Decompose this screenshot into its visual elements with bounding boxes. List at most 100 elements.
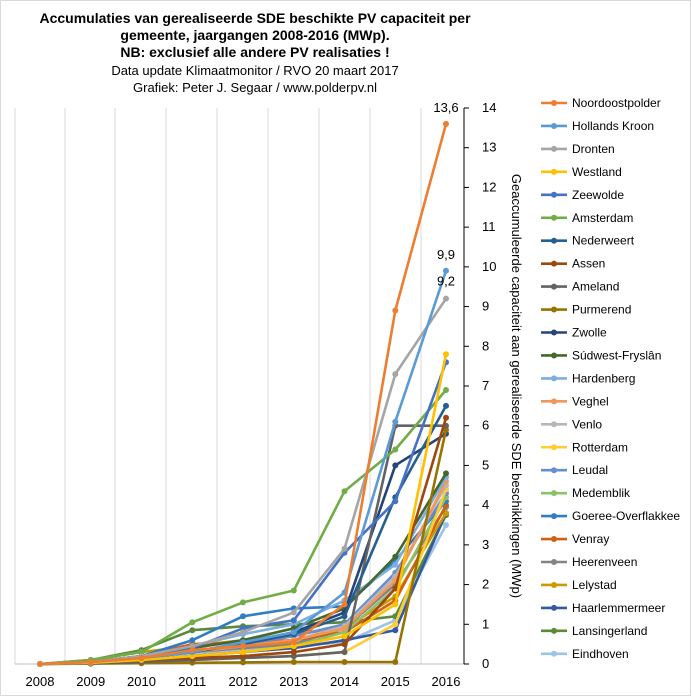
y-tick-label: 2 (482, 577, 489, 592)
legend-item: Westland (541, 165, 622, 179)
data-point (443, 295, 449, 302)
legend-label: Haarlemmermeer (572, 601, 665, 615)
chart-title-line-1: Accumulaties van gerealiseerde SDE besch… (39, 10, 471, 26)
data-point (189, 637, 196, 644)
data-point (341, 649, 348, 656)
legend-label: Heerenveen (572, 555, 637, 569)
legend-label: Eindhoven (572, 647, 629, 661)
legend-marker (551, 191, 557, 198)
legend-item: Veghel (541, 394, 609, 408)
data-point (189, 647, 196, 654)
legend-label: Medemblik (572, 486, 631, 500)
legend-label: Noordoostpolder (572, 96, 661, 110)
data-point (290, 609, 297, 616)
chart-subtitle-line-1: Data update Klimaatmonitor / RVO 20 maar… (111, 63, 398, 78)
data-point (443, 522, 449, 528)
legend-item: Lelystad (541, 578, 617, 592)
data-point (341, 488, 348, 495)
legend-marker (551, 581, 557, 588)
data-point (392, 601, 399, 608)
y-tick-label: 14 (482, 100, 496, 115)
data-point (240, 659, 246, 666)
data-point (392, 462, 399, 469)
legend-label: Zeewolde (572, 188, 624, 202)
data-point (341, 633, 348, 640)
x-tick-label: 2011 (178, 674, 206, 689)
data-point (443, 414, 449, 421)
data-point (240, 649, 246, 656)
data-point (341, 659, 348, 665)
legend-label: Ameland (572, 280, 619, 294)
legend-marker (551, 375, 557, 382)
data-point (392, 446, 399, 453)
data-point (443, 351, 449, 358)
data-point (290, 617, 297, 624)
data-point (37, 661, 43, 667)
legend-label: Veghel (572, 394, 609, 408)
x-tick-label: 2015 (381, 674, 410, 689)
legend-item: Goeree-Overflakkee (541, 509, 680, 523)
legend-label: Súdwest-Fryslân (572, 348, 661, 362)
legend-marker (551, 536, 557, 543)
data-point (240, 599, 246, 606)
legend-item: Rotterdam (541, 440, 628, 454)
legend-item: Eindhoven (541, 647, 629, 661)
x-tick-label: 2016 (432, 674, 461, 689)
legend-item: Dronten (541, 142, 615, 156)
data-point (189, 627, 196, 634)
data-point (392, 659, 399, 665)
data-point (392, 585, 399, 592)
y-tick-label: 13 (482, 140, 496, 155)
legend-marker (551, 237, 557, 244)
legend-marker (551, 398, 557, 405)
legend-item: Amsterdam (541, 211, 633, 225)
legend-item: Hardenberg (541, 371, 635, 385)
legend-marker (551, 168, 557, 175)
legend-marker (551, 467, 557, 474)
legend-marker (551, 214, 557, 221)
y-tick-label: 5 (482, 457, 489, 472)
legend-label: Nederweert (572, 234, 635, 248)
legend-marker (551, 444, 557, 451)
legend-item: Venray (541, 532, 609, 546)
data-point (341, 613, 348, 620)
x-tick-label: 2009 (76, 674, 105, 689)
y-tick-label: 3 (482, 537, 489, 552)
data-point (443, 387, 449, 393)
legend-item: Súdwest-Fryslân (541, 348, 661, 362)
legend-marker (551, 329, 557, 336)
data-point (443, 120, 449, 127)
legend-marker (551, 283, 557, 290)
data-point (392, 498, 399, 505)
legend-marker (551, 306, 557, 313)
y-tick-label: 12 (482, 179, 496, 194)
legend-label: Zwolle (572, 326, 607, 340)
legend-marker (551, 490, 557, 497)
legend-marker (551, 100, 557, 106)
legend-item: Zeewolde (541, 188, 624, 202)
legend-label: Rotterdam (572, 440, 628, 454)
x-tick-label: 2012 (229, 674, 258, 689)
legend-label: Purmerend (572, 303, 631, 317)
data-point (392, 307, 399, 314)
legend-label: Venray (572, 532, 609, 546)
data-label: 13,6 (433, 100, 458, 115)
legend-marker (551, 650, 557, 657)
data-point (392, 418, 399, 425)
y-axis-label: Geaccumuleerde capaciteit aan gerealisee… (509, 174, 524, 598)
data-point (443, 470, 449, 477)
data-point (392, 553, 399, 560)
legend-item: Medemblik (541, 486, 631, 500)
y-tick-label: 9 (482, 299, 489, 314)
legend-marker (551, 604, 557, 611)
legend-item: Heerenveen (541, 555, 637, 569)
legend-marker (551, 260, 557, 267)
data-point (341, 641, 348, 648)
legend-label: Hardenberg (572, 371, 635, 385)
data-point (290, 587, 297, 594)
data-point (443, 267, 449, 274)
x-tick-label: 2008 (26, 674, 55, 689)
data-point (240, 613, 246, 620)
legend-item: Ameland (541, 280, 619, 294)
